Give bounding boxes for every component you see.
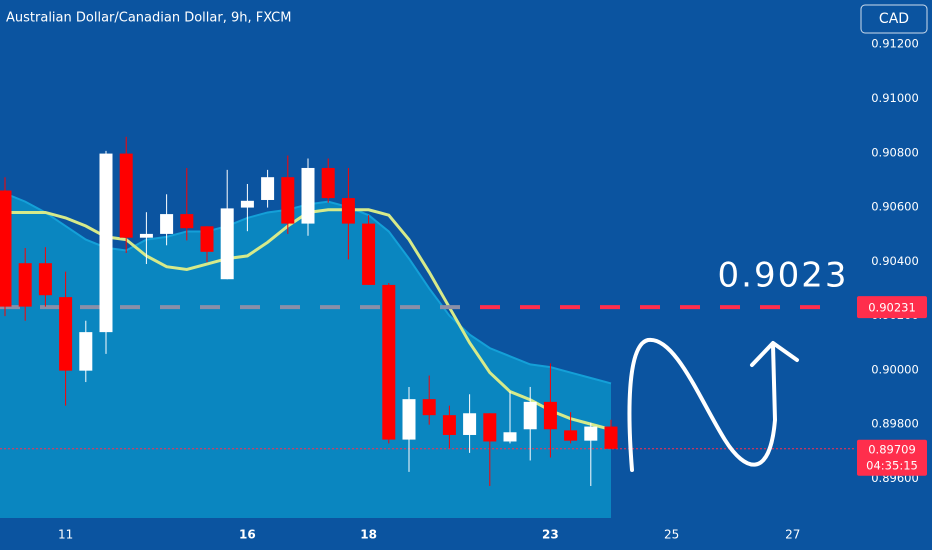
- candle-body: [160, 214, 174, 234]
- x-tick-label: 23: [542, 528, 559, 542]
- candle-body: [584, 426, 598, 441]
- candle-body: [321, 167, 335, 199]
- y-tick-label: 0.89800: [871, 417, 919, 431]
- candle-body: [422, 399, 436, 416]
- candle-body: [99, 153, 113, 333]
- candle-body: [402, 399, 416, 440]
- candle-body: [119, 153, 133, 238]
- chart-title: Australian Dollar/Canadian Dollar, 9h, F…: [6, 11, 291, 26]
- x-tick-label: 27: [785, 528, 800, 542]
- candle-body: [523, 401, 537, 430]
- candle-body: [59, 297, 73, 371]
- candle-body: [362, 223, 376, 285]
- y-tick-label: 0.90600: [871, 200, 919, 214]
- y-tick-label: 0.90400: [871, 254, 919, 268]
- candle-body: [463, 413, 477, 435]
- candle-body: [18, 263, 32, 307]
- candle-body: [38, 263, 52, 296]
- candle-body: [483, 413, 497, 442]
- level-annotation: 0.9023: [718, 256, 849, 296]
- area: [0, 193, 611, 518]
- candle-body: [220, 208, 234, 280]
- countdown: 04:35:15: [866, 458, 918, 472]
- candle-body: [281, 177, 295, 224]
- candle-body: [564, 430, 578, 441]
- candle-body: [341, 198, 355, 224]
- candle-body: [442, 415, 456, 435]
- candle-body: [301, 167, 315, 224]
- candle-body: [604, 426, 618, 449]
- last-price-label: 0.89709: [868, 442, 916, 456]
- candle-body: [543, 401, 557, 430]
- candle-body: [180, 214, 194, 229]
- currency[interactable]: CAD: [879, 11, 909, 27]
- x-tick-label: 25: [664, 528, 679, 542]
- x-tick-label: 18: [360, 528, 377, 542]
- candle-body: [139, 233, 153, 238]
- y-tick-label: 0.91200: [871, 37, 919, 51]
- plot-area: [0, 136, 855, 518]
- y-tick-label: 0.90800: [871, 145, 919, 159]
- candle-body: [0, 190, 12, 307]
- level-price-label: 0.90231: [868, 301, 916, 315]
- drawn-arrow: [627, 337, 799, 472]
- x-tick-label: 11: [58, 528, 73, 542]
- y-tick-label: 0.91000: [871, 91, 919, 105]
- x-tick-label: 16: [239, 528, 256, 542]
- level-price-box: [857, 296, 927, 319]
- candle-body: [261, 177, 275, 200]
- candle-body: [382, 284, 396, 440]
- candle-body: [200, 226, 214, 252]
- currency-box[interactable]: [860, 4, 928, 34]
- candle-body: [503, 432, 517, 442]
- candle-body: [240, 200, 254, 208]
- candle-body: [79, 332, 93, 371]
- y-tick-label: 0.90000: [871, 362, 919, 376]
- last-price-box: [857, 439, 927, 476]
